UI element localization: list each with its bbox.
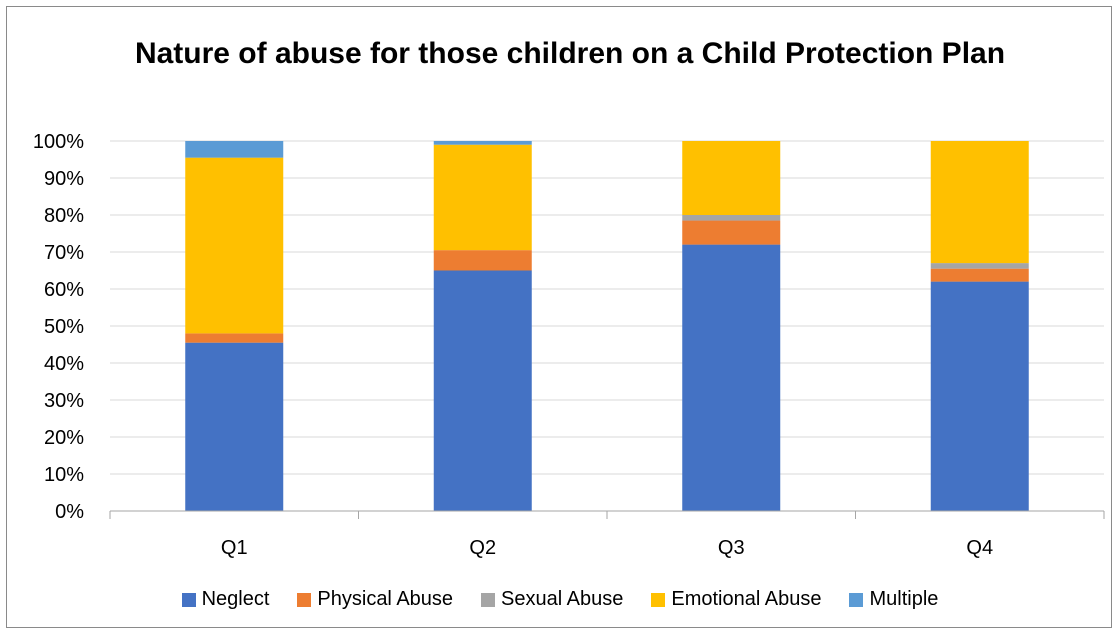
bar-segment-neglect — [682, 244, 781, 511]
chart-title: Nature of abuse for those children on a … — [134, 37, 1006, 70]
y-tick-label: 100% — [33, 131, 84, 153]
bar-segment-emotional-abuse — [433, 144, 532, 251]
legend-item-physical-abuse: Physical Abuse — [297, 588, 453, 611]
legend-label: Emotional Abuse — [671, 588, 822, 610]
bar-segment-neglect — [930, 281, 1029, 511]
legend-label: Multiple — [869, 588, 939, 610]
legend-swatch — [651, 592, 666, 607]
bar-segment-multiple — [433, 141, 532, 145]
y-tick-label: 30% — [44, 390, 84, 412]
y-tick-label: 70% — [44, 242, 84, 264]
bar-segment-physical-abuse — [682, 220, 781, 245]
bar-segment-neglect — [185, 342, 284, 511]
bar-segment-multiple — [185, 141, 284, 158]
legend-label: Neglect — [201, 588, 270, 610]
x-tick-label: Q2 — [469, 537, 496, 559]
legend-swatch — [297, 592, 312, 607]
legend-label: Physical Abuse — [317, 588, 454, 610]
bar-segment-sexual-abuse — [682, 215, 781, 221]
bar-segment-physical-abuse — [433, 250, 532, 271]
y-tick-label: 10% — [44, 464, 84, 486]
y-tick-label: 20% — [44, 427, 84, 449]
x-tick-label: Q1 — [221, 537, 248, 559]
bar-segment-emotional-abuse — [930, 141, 1029, 264]
bar-segment-physical-abuse — [930, 268, 1029, 282]
bar-segment-emotional-abuse — [185, 157, 284, 334]
y-tick-label: 50% — [44, 316, 84, 338]
legend-item-sexual-abuse: Sexual Abuse — [481, 588, 623, 611]
legend-item-multiple: Multiple — [849, 588, 938, 611]
legend-swatch — [181, 592, 196, 607]
x-tick-label: Q4 — [966, 537, 993, 559]
legend-swatch — [849, 592, 864, 607]
legend-label: Sexual Abuse — [501, 588, 624, 610]
y-tick-label: 40% — [44, 353, 84, 375]
bar-segment-emotional-abuse — [682, 141, 781, 215]
y-tick-label: 0% — [55, 501, 84, 523]
y-tick-label: 60% — [44, 279, 84, 301]
x-tick-label: Q3 — [718, 537, 745, 559]
bar-segment-physical-abuse — [185, 333, 284, 343]
legend-item-neglect: Neglect — [181, 588, 270, 611]
bar-segment-neglect — [433, 270, 532, 511]
bar-segment-sexual-abuse — [930, 263, 1029, 269]
y-tick-label: 80% — [44, 205, 84, 227]
legend-swatch — [481, 592, 496, 607]
legend-item-emotional-abuse: Emotional Abuse — [651, 588, 821, 611]
chart-legend: Neglect Physical Abuse Sexual Abuse Emotion… — [0, 588, 1120, 611]
y-tick-label: 90% — [44, 168, 84, 190]
